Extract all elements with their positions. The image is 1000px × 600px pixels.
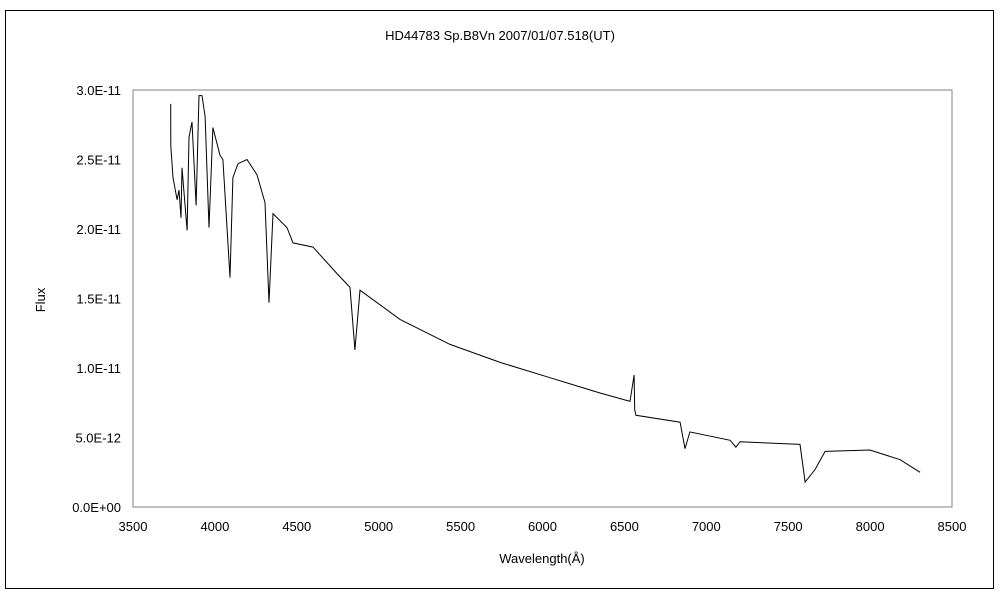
x-tick-label: 8000	[856, 519, 885, 534]
x-axis-label: Wavelength(Å)	[499, 551, 585, 566]
x-tick-label: 6000	[528, 519, 557, 534]
x-tick-label: 7500	[774, 519, 803, 534]
x-tick-label: 7000	[692, 519, 721, 534]
y-tick-label: 3.0E-11	[76, 83, 121, 98]
y-tick-label: 1.0E-11	[76, 361, 121, 376]
x-tick-label: 3500	[119, 519, 148, 534]
x-tick-label: 5500	[446, 519, 475, 534]
y-tick-label: 2.5E-11	[76, 153, 121, 168]
chart-title: HD44783 Sp.B8Vn 2007/01/07.518(UT)	[385, 28, 615, 43]
x-tick-label: 6500	[610, 519, 639, 534]
y-tick-label: 1.5E-11	[76, 292, 121, 307]
chart-frame	[5, 10, 994, 589]
x-tick-label: 4000	[200, 519, 229, 534]
y-axis: 0.0E+00 5.0E-12 1.0E-11 1.5E-11 2.0E-11 2.5E-…	[72, 83, 121, 515]
y-tick-label: 5.0E-12	[75, 431, 121, 446]
y-tick-label: 2.0E-11	[76, 222, 121, 237]
plot-area	[132, 89, 953, 508]
spectrum-line	[170, 95, 921, 484]
x-tick-label: 4500	[282, 519, 311, 534]
x-tick-label: 8500	[938, 519, 967, 534]
x-tick-label: 5000	[364, 519, 393, 534]
y-tick-label: 0.0E+00	[72, 500, 121, 515]
y-axis-label: Flux	[33, 287, 48, 312]
x-axis: 3500 4000 4500 5000 5500 6000 6500 7000 7500 8000…	[119, 519, 967, 534]
